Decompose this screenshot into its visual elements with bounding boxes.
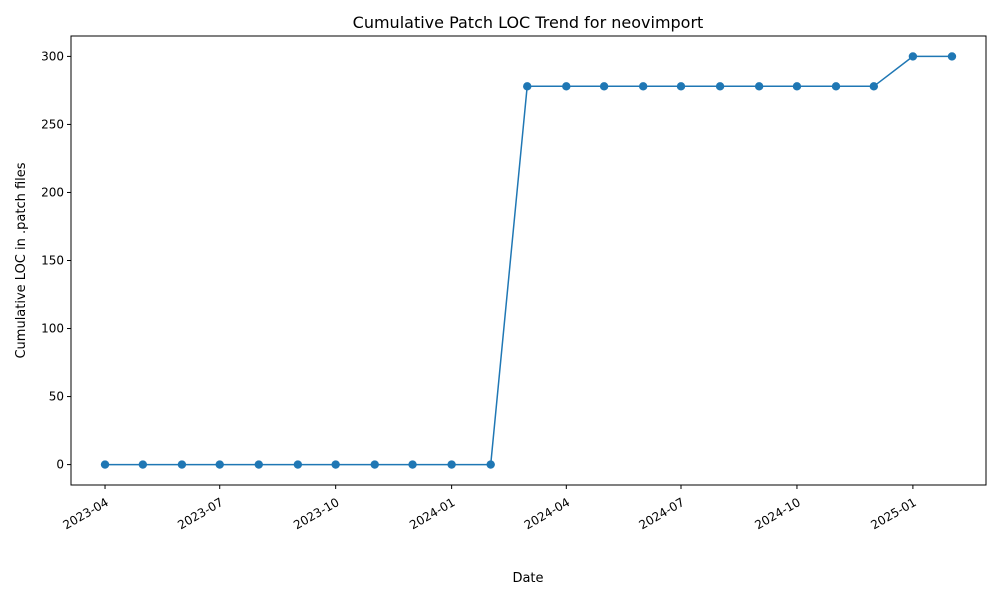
y-tick-label: 0: [56, 458, 64, 472]
y-tick-label: 200: [41, 185, 64, 199]
data-point: [215, 460, 224, 469]
data-point: [486, 460, 495, 469]
data-point: [676, 82, 686, 91]
axes-frame: [70, 35, 987, 486]
y-axis-label: Cumulative LOC in .patch files: [14, 162, 29, 358]
data-point: [447, 460, 456, 469]
x-tick-label: 2023-07: [175, 495, 225, 532]
x-axis-label: Date: [512, 571, 543, 586]
x-tick-label: 2024-10: [752, 495, 802, 532]
x-tick-label: 2023-04: [61, 495, 111, 532]
y-tick-label: 150: [41, 254, 64, 268]
data-point: [754, 82, 764, 91]
x-tick-label: 2024-01: [407, 495, 457, 532]
data-point: [562, 82, 571, 91]
data-point: [523, 82, 532, 91]
x-axis: 2023-04 2023-07 2023-10 2024-01 2024-04 2024-…: [61, 485, 919, 532]
data-point: [599, 82, 609, 91]
series-points: [100, 52, 957, 469]
data-point: [100, 460, 110, 469]
data-point: [792, 82, 802, 91]
data-point: [947, 52, 957, 61]
series-line: [105, 55, 952, 466]
x-tick-label: 2023-10: [291, 495, 341, 532]
data-point: [331, 460, 340, 469]
data-point: [408, 460, 417, 469]
data-point: [293, 460, 303, 469]
y-tick-label: 50: [49, 390, 64, 404]
y-axis: 0 50 100 150 200 250 300: [41, 49, 71, 472]
data-point: [370, 460, 379, 469]
data-point: [638, 82, 648, 91]
chart-title: Cumulative Patch LOC Trend for neovimpor…: [353, 13, 704, 32]
data-point: [138, 460, 148, 469]
y-tick-label: 300: [41, 49, 64, 63]
plot-area: 0 50 100 150 200 250 300 2023-04 2023-07 2023-10…: [41, 35, 987, 532]
data-point: [908, 52, 918, 61]
data-point: [177, 460, 187, 469]
x-tick-label: 2025-01: [868, 495, 918, 532]
x-tick-label: 2024-07: [636, 495, 686, 532]
data-point: [254, 460, 263, 469]
data-point: [831, 82, 841, 91]
x-tick-label: 2024-04: [522, 495, 572, 532]
data-point: [715, 82, 725, 91]
y-tick-label: 250: [41, 117, 64, 131]
data-point: [869, 82, 879, 91]
y-tick-label: 100: [41, 322, 64, 336]
